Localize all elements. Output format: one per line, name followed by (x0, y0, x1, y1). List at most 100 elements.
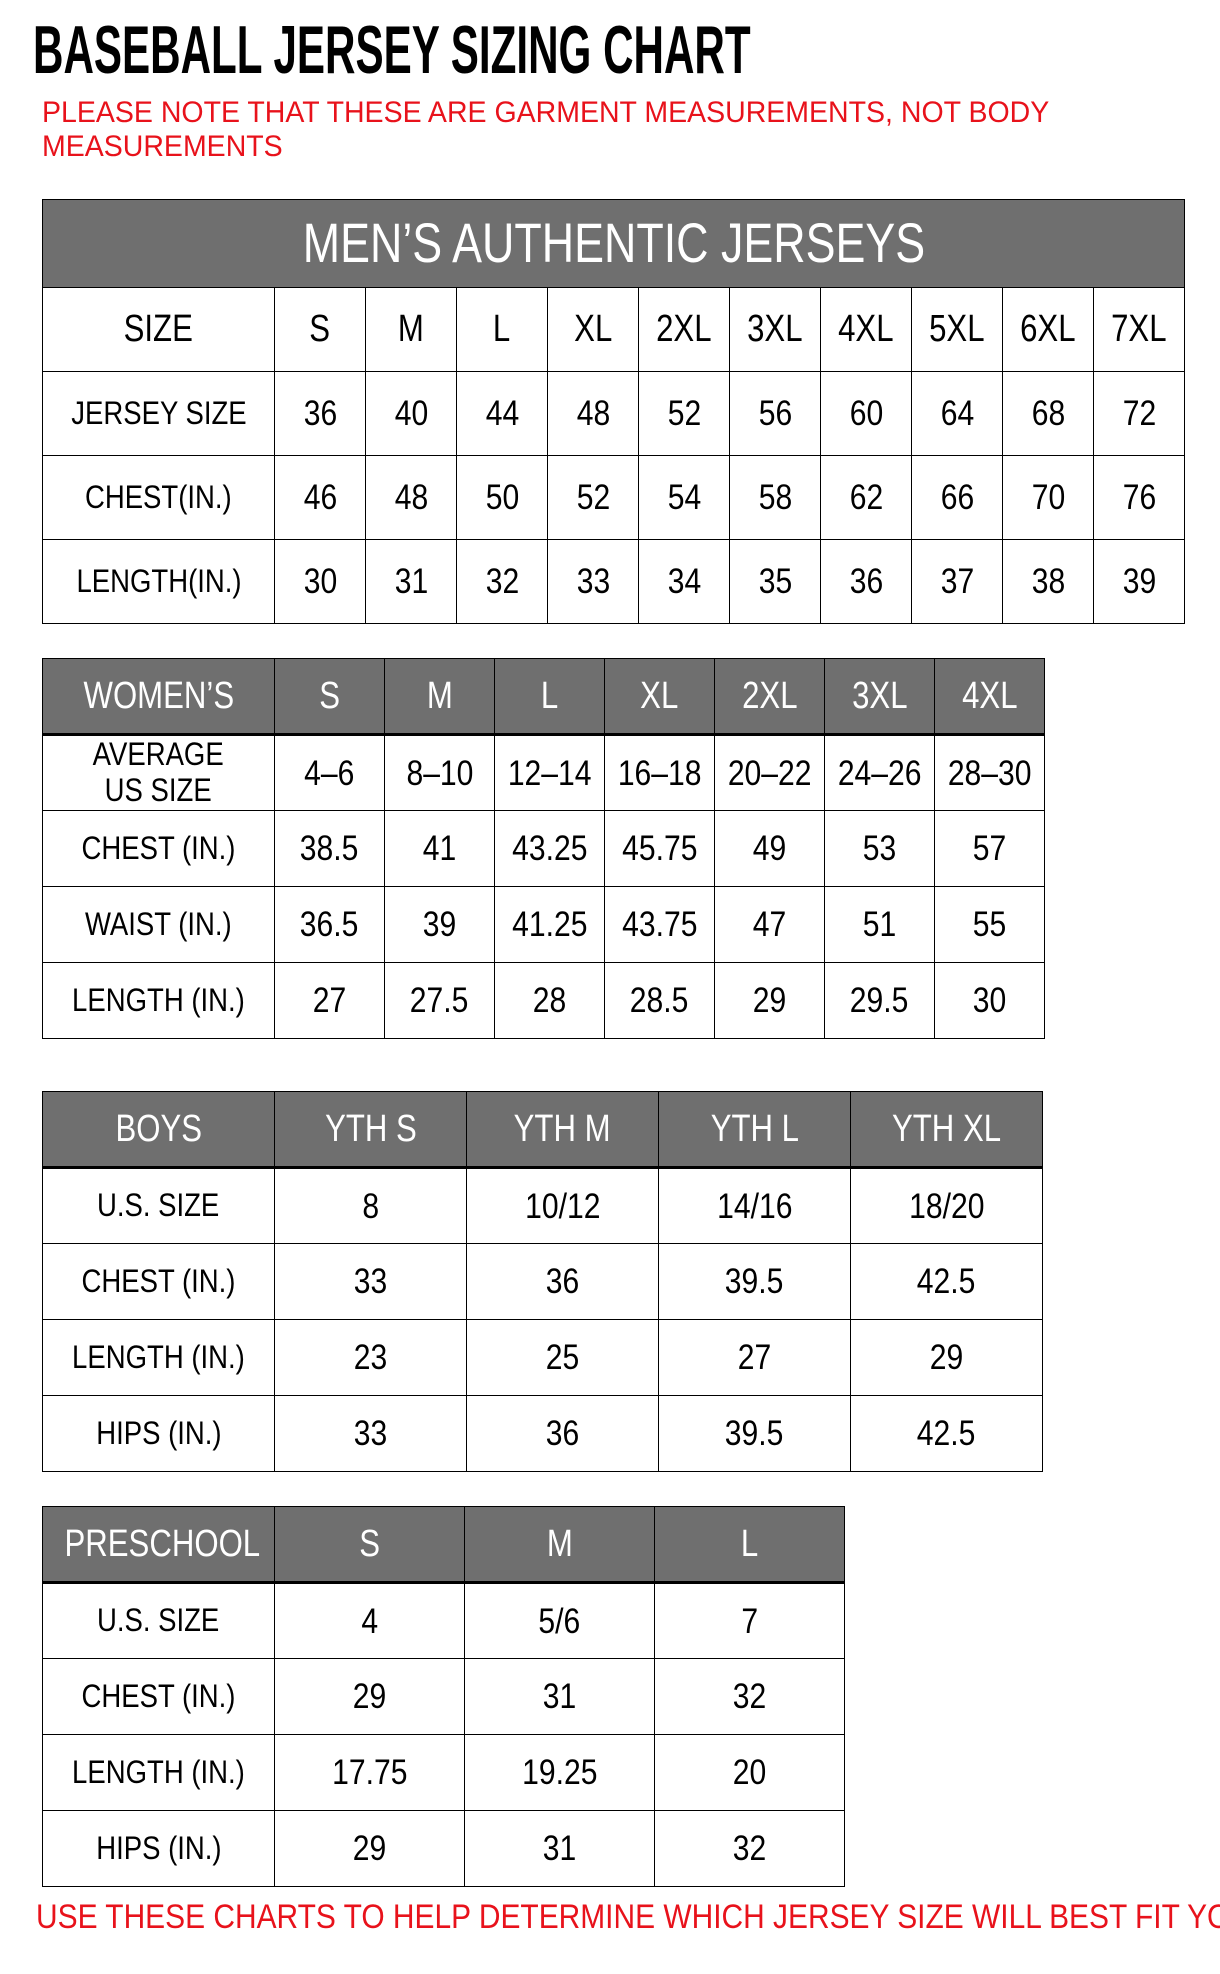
womens-value-cell-text: 29 (752, 981, 787, 1021)
womens-column-header-cell-text: 4XL (961, 674, 1018, 717)
womens-value-cell-text: 55 (972, 905, 1007, 945)
mens-column-header-cell: 7XL (1092, 287, 1186, 373)
mens-value-cell-text: 52 (667, 394, 701, 434)
mens-value-cell-text: 72 (1122, 394, 1156, 434)
mens-table-title-text: MEN’S AUTHENTIC JERSEYS (302, 211, 925, 275)
womens-header-label-cell-text: WOMEN’S (83, 674, 234, 717)
preschool-value-cell-text: 32 (732, 1677, 767, 1717)
womens-value-cell-text: 4–6 (304, 753, 355, 793)
boys-value-cell: 42.5 (850, 1395, 1043, 1473)
womens-column-header-cell: 4XL (934, 658, 1045, 737)
womens-value-cell: 49 (714, 810, 825, 888)
womens-sizing-table: WOMEN’S S M L XL 2XL 3XL 4XL AVERAGE US SIZE 4–6 8… (42, 658, 1045, 1040)
preschool-column-header-cell: S (274, 1506, 465, 1585)
mens-column-header-cell-text: 7XL (1111, 308, 1167, 351)
mens-row-label-cell-text: LENGTH(IN.) (75, 562, 242, 599)
boys-value-cell-text: 42.5 (917, 1262, 976, 1302)
mens-value-cell-text: 68 (1031, 394, 1065, 434)
boys-value-cell: 29 (850, 1319, 1043, 1397)
mens-column-header-cell-text: 3XL (747, 308, 803, 351)
mens-column-header-cell: M (365, 287, 457, 373)
womens-value-cell: 43.25 (494, 810, 605, 888)
womens-row-label-cell: WAIST (IN.) (42, 886, 275, 964)
mens-value-cell-text: 37 (940, 562, 974, 602)
mens-value-cell: 72 (1092, 371, 1186, 457)
womens-value-cell-text: 38.5 (300, 829, 359, 869)
mens-value-cell: 62 (820, 455, 912, 541)
mens-title-row: MEN’S AUTHENTIC JERSEYS (41, 199, 1186, 289)
mens-value-cell: 58 (729, 455, 821, 541)
boys-row-label-cell: HIPS (IN.) (42, 1395, 275, 1473)
womens-value-cell: 27.5 (384, 962, 495, 1040)
womens-value-cell-text: 20–22 (727, 753, 812, 793)
mens-value-cell: 30 (274, 539, 366, 625)
womens-value-cell: 55 (934, 886, 1045, 964)
womens-row-label-cell: CHEST (IN.) (42, 810, 275, 888)
boys-header-row: BOYS YTH S YTH M YTH L YTH XL (42, 1091, 1043, 1170)
mens-value-cell: 48 (365, 455, 457, 541)
mens-value-cell-text: 32 (485, 562, 519, 602)
womens-value-cell-text: 16–18 (617, 753, 702, 793)
preschool-value-cell-text: 29 (352, 1829, 387, 1869)
womens-value-cell: 20–22 (714, 734, 825, 812)
footer-note-text: USE THESE CHARTS TO HELP DETERMINE WHICH… (36, 1898, 1220, 1937)
garment-measurement-note-text: PLEASE NOTE THAT THESE ARE GARMENT MEASU… (42, 96, 1050, 163)
preschool-column-header-cell-text: M (546, 1522, 573, 1565)
preschool-table-row: LENGTH (IN.) 17.75 19.25 20 (42, 1734, 845, 1812)
womens-value-cell: 27 (274, 962, 385, 1040)
boys-column-header-cell: YTH XL (850, 1091, 1043, 1170)
mens-sizing-table: MEN’S AUTHENTIC JERSEYS SIZE S M L XL 2XL 3XL 4X… (41, 199, 1186, 625)
mens-value-cell: 40 (365, 371, 457, 457)
womens-value-cell: 29 (714, 962, 825, 1040)
mens-value-cell-text: 36 (303, 394, 337, 434)
womens-row-label-cell: LENGTH (IN.) (42, 962, 275, 1040)
womens-value-cell: 29.5 (824, 962, 935, 1040)
mens-column-header-cell: 3XL (729, 287, 821, 373)
boys-value-cell-text: 10/12 (524, 1186, 601, 1226)
garment-measurement-note: PLEASE NOTE THAT THESE ARE GARMENT MEASU… (42, 96, 1220, 163)
mens-value-cell-text: 38 (1031, 562, 1065, 602)
mens-value-cell-text: 36 (849, 562, 883, 602)
womens-value-cell: 36.5 (274, 886, 385, 964)
mens-value-cell-text: 44 (485, 394, 519, 434)
mens-column-header-cell-text: XL (573, 308, 613, 351)
page-title-text: BASEBALL JERSEY SIZING CHART (33, 12, 751, 88)
preschool-value-cell: 19.25 (464, 1734, 655, 1812)
mens-value-cell: 56 (729, 371, 821, 457)
womens-value-cell: 28–30 (934, 734, 1045, 812)
womens-value-cell-text: 29.5 (850, 981, 909, 1021)
womens-value-cell-text: 43.75 (621, 905, 698, 945)
mens-value-cell: 38 (1002, 539, 1094, 625)
boys-table-row: LENGTH (IN.) 23 25 27 29 (42, 1319, 1043, 1397)
mens-value-cell: 32 (456, 539, 548, 625)
mens-value-cell: 66 (911, 455, 1003, 541)
mens-table-row: LENGTH(IN.) 30 31 32 33 34 35 36 37 38 39 (42, 539, 1186, 625)
womens-value-cell-text: 27 (312, 981, 347, 1021)
womens-value-cell-text: 47 (752, 905, 787, 945)
mens-value-cell-text: 76 (1122, 478, 1156, 518)
womens-row-label-cell-text: LENGTH (IN.) (72, 981, 245, 1018)
womens-column-header-cell: XL (604, 658, 715, 737)
mens-header-label-cell: SIZE (42, 287, 275, 373)
mens-column-header-cell: XL (547, 287, 639, 373)
preschool-header-label-cell: PRESCHOOL (42, 1506, 275, 1585)
mens-value-cell: 48 (547, 371, 639, 457)
womens-value-cell-text: 24–26 (837, 753, 922, 793)
mens-value-cell: 37 (911, 539, 1003, 625)
mens-value-cell-text: 35 (758, 562, 792, 602)
boys-value-cell-text: 23 (353, 1338, 388, 1378)
mens-value-cell-text: 52 (576, 478, 610, 518)
mens-value-cell: 36 (820, 539, 912, 625)
boys-value-cell-text: 42.5 (917, 1414, 976, 1454)
boys-value-cell-text: 25 (545, 1338, 580, 1378)
womens-row-label-cell-text: CHEST (IN.) (81, 829, 236, 866)
boys-column-header-cell-text: YTH L (710, 1107, 799, 1150)
womens-value-cell: 45.75 (604, 810, 715, 888)
womens-table-row: AVERAGE US SIZE 4–6 8–10 12–14 16–18 20–22 24–… (42, 734, 1045, 812)
boys-value-cell-text: 14/16 (716, 1186, 793, 1226)
mens-row-label-cell: JERSEY SIZE (42, 371, 275, 457)
boys-row-label-cell-text: U.S. SIZE (97, 1187, 220, 1224)
womens-value-cell: 38.5 (274, 810, 385, 888)
mens-column-header-cell-text: 2XL (656, 308, 712, 351)
mens-column-header-cell: 4XL (820, 287, 912, 373)
